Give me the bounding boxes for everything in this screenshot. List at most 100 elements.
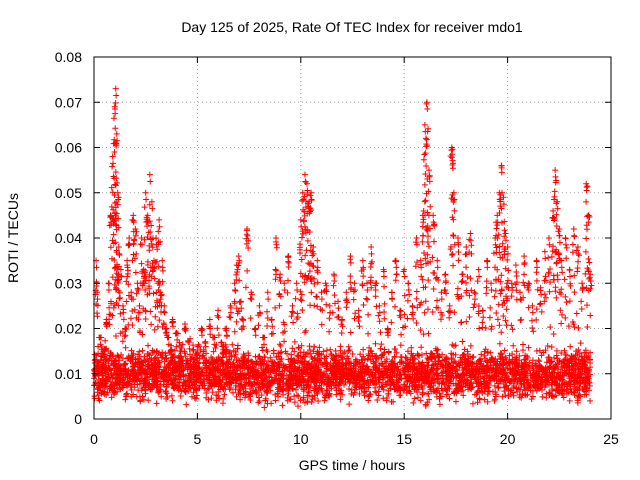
roti-point-dense: [414, 394, 421, 401]
y-tick-label: 0.08: [55, 49, 82, 65]
roti-point-dense: [161, 358, 168, 365]
roti-point-dense: [393, 349, 400, 356]
roti-point-dense: [576, 391, 583, 398]
x-tick-label: 15: [396, 431, 412, 447]
roti-point-dense: [199, 352, 206, 359]
roti-point-dense: [277, 342, 284, 349]
roti-point-dense: [229, 341, 236, 348]
roti-point-dense: [459, 338, 466, 345]
roti-point-dense: [561, 347, 568, 354]
x-tick-label: 5: [194, 431, 202, 447]
roti-point-dense: [574, 397, 581, 404]
roti-point-dense: [403, 389, 410, 396]
roti-point-dense: [162, 355, 169, 362]
x-tick-label: 10: [293, 431, 309, 447]
roti-point-dense: [164, 393, 171, 400]
roti-point-dense: [392, 345, 399, 352]
roti-point-dense: [169, 397, 176, 404]
roti-point-dense: [119, 338, 126, 345]
roti-point-dense: [365, 397, 372, 404]
roti-point-dense: [221, 391, 228, 398]
roti-point-dense: [418, 344, 425, 351]
roti-point-dense: [436, 401, 443, 408]
roti-point-dense: [520, 341, 527, 348]
roti-point-dense: [360, 362, 367, 369]
roti-point-dense: [571, 383, 578, 390]
roti-point-dense: [403, 355, 410, 362]
y-tick-label: 0.02: [55, 321, 82, 337]
roti-point-dense: [215, 388, 222, 395]
y-tick-label: 0.06: [55, 140, 82, 156]
roti-point-dense: [220, 366, 227, 373]
roti-point-dense: [469, 400, 476, 407]
roti-point-dense: [153, 400, 160, 407]
roti-point-dense: [539, 393, 546, 400]
x-tick-label: 0: [90, 431, 98, 447]
roti-point-dense: [130, 350, 137, 357]
roti-point-dense: [300, 396, 307, 403]
roti-point-dense: [267, 354, 274, 361]
roti-point-dense: [439, 357, 446, 364]
roti-point-dense: [168, 392, 175, 399]
roti-point-dense: [135, 387, 142, 394]
roti-point-dense: [346, 346, 353, 353]
roti-point-dense: [291, 348, 298, 355]
roti-point-dense: [122, 344, 129, 351]
roti-point-dense: [548, 344, 555, 351]
roti-point-dense: [544, 342, 551, 349]
roti-point-dense: [209, 389, 216, 396]
roti-point-dense: [529, 357, 536, 364]
roti-point-dense: [374, 397, 381, 404]
y-tick-label: 0.05: [55, 185, 82, 201]
roti-point-dense: [158, 393, 165, 400]
chart-title: Day 125 of 2025, Rate Of TEC Index for r…: [181, 19, 523, 35]
roti-point-dense: [212, 345, 219, 352]
x-axis-label: GPS time / hours: [299, 457, 406, 473]
roti-point-dense: [177, 393, 184, 400]
data-points: [91, 85, 595, 411]
roti-point-dense: [193, 395, 200, 402]
roti-point-dense: [434, 346, 441, 353]
roti-point-dense: [163, 390, 170, 397]
roti-point-dense: [328, 350, 335, 357]
y-tick-label: 0: [74, 411, 82, 427]
y-axis-label: ROTI / TECUs: [5, 193, 21, 283]
roti-point-dense: [559, 391, 566, 398]
roti-point-dense: [529, 362, 536, 369]
roti-point-dense: [306, 347, 313, 354]
roti-point-dense: [145, 397, 152, 404]
y-tick-label: 0.01: [55, 366, 82, 382]
x-tick-label: 25: [603, 431, 619, 447]
roti-point-dense: [293, 392, 300, 399]
roti-point-dense: [294, 403, 301, 410]
roti-point-dense: [587, 397, 594, 404]
roti-point-dense: [241, 394, 248, 401]
roti-point-dense: [577, 340, 584, 347]
roti-point-dense: [510, 392, 517, 399]
roti-point-dense: [183, 401, 190, 408]
roti-point-dense: [501, 347, 508, 354]
roti-point-dense: [139, 347, 146, 354]
roti-point-dense: [346, 401, 353, 408]
y-tick-label: 0.04: [55, 230, 82, 246]
roti-point-dense: [581, 391, 588, 398]
roti-point-dense: [529, 393, 536, 400]
roti-point-dense: [229, 389, 236, 396]
roti-point-dense: [128, 387, 135, 394]
roti-point-dense: [436, 390, 443, 397]
roti-point-dense: [360, 346, 367, 353]
roti-point-dense: [377, 345, 384, 352]
roti-point-dense: [474, 399, 481, 406]
y-tick-label: 0.03: [55, 275, 82, 291]
roti-point-dense: [478, 351, 485, 358]
roti-point-dense: [189, 347, 196, 354]
y-tick-label: 0.07: [55, 94, 82, 110]
roti-point-dense: [348, 386, 355, 393]
roti-point-dense: [122, 396, 129, 403]
roti-point-dense: [279, 402, 286, 409]
roti-point-dense: [304, 392, 311, 399]
roti-point-dense: [331, 382, 338, 389]
roti-point-dense: [268, 358, 275, 365]
